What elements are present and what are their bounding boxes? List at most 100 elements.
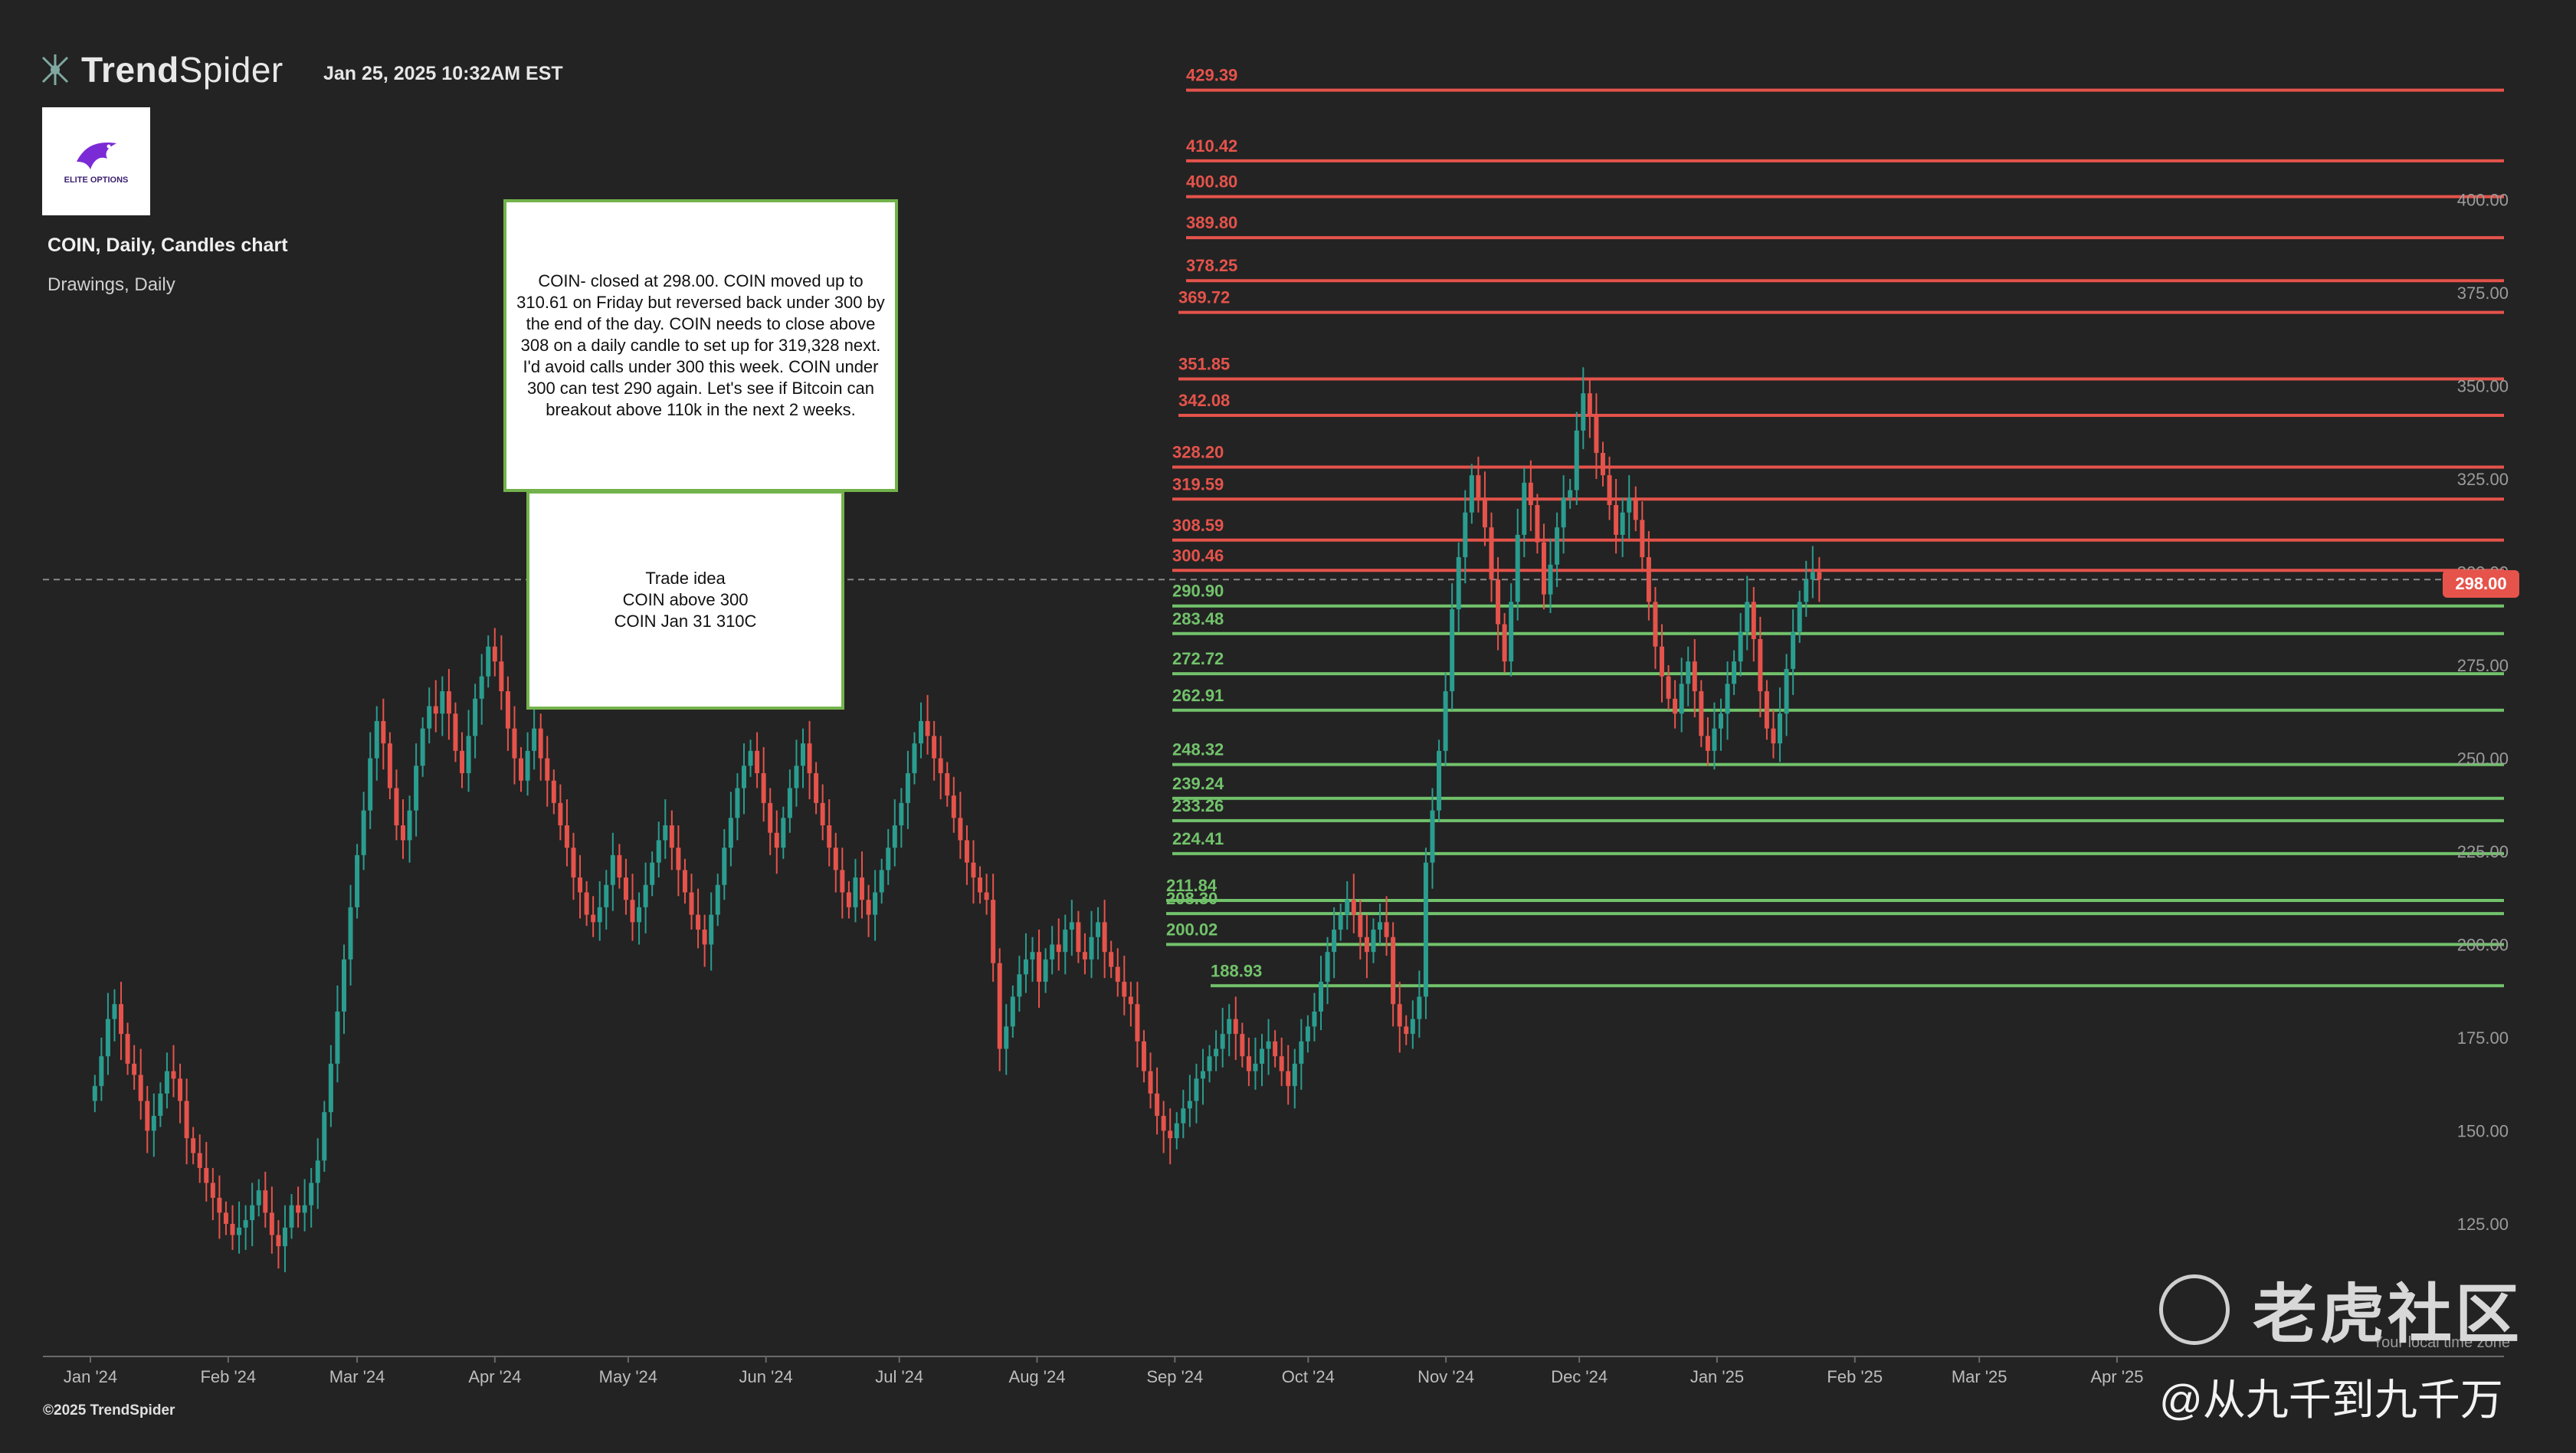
candle-body — [1430, 810, 1435, 863]
candle-body — [1456, 557, 1461, 610]
candle-body — [1174, 1123, 1179, 1139]
candle-body — [1122, 982, 1127, 997]
candle-body — [1568, 490, 1573, 498]
candle-body — [466, 736, 471, 773]
candle-body — [1594, 415, 1599, 453]
candle-body — [571, 848, 576, 878]
x-tick-label: Nov '24 — [1417, 1367, 1474, 1386]
candle-body — [1810, 572, 1815, 580]
candle-body — [1227, 1018, 1232, 1035]
timestamp: Jan 25, 2025 10:32AM EST — [323, 63, 563, 84]
resistance-label: 369.72 — [1178, 288, 1230, 307]
candle-body — [1482, 497, 1487, 528]
candle-body — [1155, 1093, 1160, 1117]
candle-body — [1646, 557, 1651, 602]
candle-body — [1469, 475, 1474, 513]
candle-body — [1017, 974, 1022, 997]
candle-body — [1253, 1064, 1258, 1071]
candle-body — [1030, 952, 1035, 959]
candle-body — [1522, 482, 1527, 535]
candle-body — [912, 743, 917, 773]
candle-body — [230, 1224, 235, 1235]
candle-body — [486, 646, 491, 677]
candle-body — [1719, 713, 1724, 729]
resistance-label: 300.46 — [1172, 546, 1224, 565]
y-tick-label: 175.00 — [2457, 1028, 2509, 1048]
candle-body — [1410, 1018, 1415, 1035]
candle-body — [545, 758, 550, 781]
candle-body — [302, 1205, 307, 1213]
support-label: 200.02 — [1166, 920, 1218, 939]
support-label: 211.84 — [1166, 876, 1218, 895]
candle-body — [1220, 1034, 1225, 1049]
x-tick-label: Jan '24 — [64, 1367, 117, 1386]
resistance-label: 351.85 — [1178, 355, 1230, 374]
drawings-line: Drawings, Daily — [48, 274, 175, 295]
candle-body — [1725, 684, 1730, 714]
x-tick-label: Mar '25 — [1952, 1367, 2007, 1386]
candle-body — [1581, 393, 1586, 431]
resistance-label: 400.80 — [1186, 172, 1237, 192]
candle-body — [532, 728, 537, 751]
candle-body — [1791, 631, 1796, 669]
candle-body — [1745, 602, 1750, 632]
analysis-note[interactable]: COIN- closed at 298.00. COIN moved up to… — [503, 199, 898, 492]
y-tick-label: 400.00 — [2457, 191, 2509, 210]
support-label: 208.30 — [1166, 889, 1218, 908]
candle-body — [1673, 698, 1678, 714]
y-tick-label: 325.00 — [2457, 470, 2509, 489]
candle-body — [840, 870, 845, 893]
candle-body — [643, 884, 648, 907]
candle-body — [656, 840, 661, 863]
candle-body — [814, 772, 819, 803]
candle-body — [269, 1212, 274, 1235]
candle-body — [663, 825, 668, 841]
candle-body — [617, 854, 622, 878]
resistance-label: 342.08 — [1178, 391, 1230, 410]
candle-body — [1692, 661, 1697, 692]
x-tick-label: Jan '25 — [1690, 1367, 1744, 1386]
candle-body — [997, 963, 1002, 1049]
trade-idea-line: COIN above 300 — [622, 590, 749, 609]
candle-body — [1423, 862, 1428, 997]
candle-body — [722, 848, 727, 885]
resistance-label: 410.42 — [1186, 136, 1237, 156]
candle-body — [1391, 936, 1396, 1005]
y-tick-label: 375.00 — [2457, 284, 2509, 303]
candle-body — [105, 1018, 110, 1057]
candle-body — [1312, 1011, 1317, 1027]
candle-body — [453, 713, 458, 751]
candle-body — [919, 720, 924, 744]
candle-body — [374, 720, 379, 759]
candle-body — [879, 870, 884, 893]
candle-body — [964, 840, 969, 863]
candle-body — [256, 1190, 261, 1205]
candle-body — [132, 1064, 137, 1075]
candle-body — [282, 1227, 287, 1247]
candle-body — [1063, 930, 1068, 953]
candle-body — [709, 914, 714, 945]
tiger-logo-icon — [2159, 1274, 2230, 1345]
candle-body — [355, 854, 360, 907]
candle-body — [119, 1004, 124, 1035]
candle-body — [492, 646, 497, 662]
local-timezone-label[interactable]: Your local time zone — [2372, 1334, 2510, 1351]
candle-body — [846, 892, 851, 907]
candle-body — [499, 661, 504, 692]
eagle-logo-icon — [76, 142, 116, 169]
candle-body — [519, 758, 524, 781]
candle-body — [184, 1100, 189, 1139]
candle-body — [971, 862, 976, 878]
candle-body — [984, 892, 989, 900]
trade-idea-note[interactable]: Trade idea COIN above 300 COIN Jan 31 31… — [526, 490, 844, 710]
candle-body — [1574, 430, 1579, 490]
x-tick-label: May '24 — [599, 1367, 657, 1386]
candle-body — [1338, 914, 1343, 930]
candle-body — [191, 1138, 196, 1153]
candle-body — [774, 832, 779, 848]
candle-body — [263, 1190, 268, 1213]
candle-body — [741, 766, 746, 789]
x-tick-label: Dec '24 — [1551, 1367, 1608, 1386]
candle-body — [204, 1168, 209, 1183]
resistance-label: 389.80 — [1186, 213, 1237, 232]
